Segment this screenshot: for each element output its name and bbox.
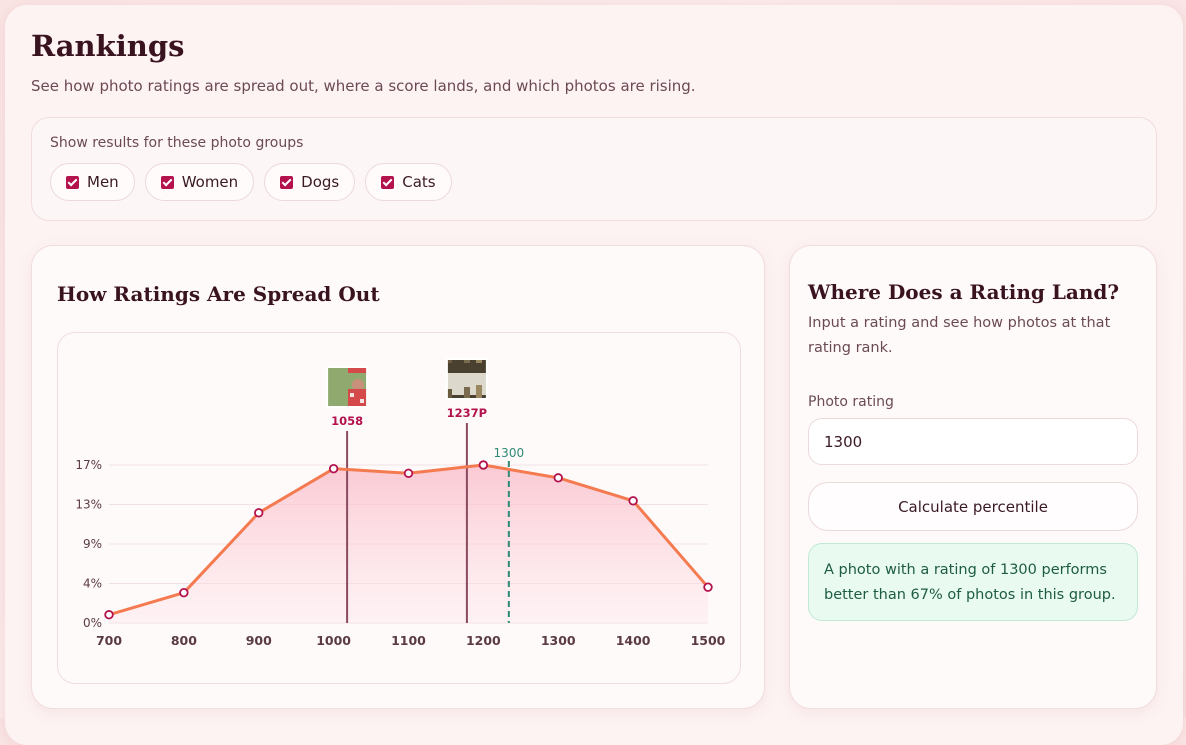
y-tick-label: 13%: [75, 498, 102, 512]
photo-marker-label: 1058: [331, 414, 363, 428]
calculate-percentile-button[interactable]: Calculate percentile: [808, 482, 1138, 531]
y-tick-label: 4%: [83, 577, 102, 591]
percentile-result-message: A photo with a rating of 1300 performs b…: [808, 543, 1138, 621]
photo-thumbnail-photo-woman-red-dress[interactable]: [326, 366, 369, 408]
data-point[interactable]: [104, 610, 114, 620]
filter-chip-label: Men: [87, 173, 119, 191]
filter-chip-label: Dogs: [301, 173, 340, 191]
y-tick-label: 9%: [83, 537, 102, 551]
distribution-plot-area: 0% 4% 9% 13% 17% 700 800 900 1000 1100 1200 1300 140…: [57, 332, 741, 684]
rating-input-label: Photo rating: [808, 394, 894, 410]
x-tick-label: 1500: [691, 633, 726, 648]
calculator-title: Where Does a Rating Land?: [808, 280, 1120, 304]
y-tick-label: 17%: [75, 458, 102, 472]
percentile-calculator-card: Where Does a Rating Land? Input a rating…: [789, 245, 1157, 709]
calculator-description: Input a rating and see how photos at tha…: [808, 315, 1111, 356]
page-container: Rankings See how photo ratings are sprea…: [5, 5, 1183, 745]
checkbox-checked-icon[interactable]: [66, 175, 79, 189]
data-point[interactable]: [478, 460, 489, 470]
photo-thumbnail-photo-outdoor-group[interactable]: [445, 358, 488, 400]
distribution-chart: 0% 4% 9% 13% 17% 700 800 900 1000 1100 1200 1300 140…: [75, 358, 726, 648]
filter-chip-cats[interactable]: Cats: [365, 163, 452, 201]
filter-chip-men[interactable]: Men: [50, 163, 135, 201]
x-tick-label: 1300: [541, 633, 576, 648]
data-point[interactable]: [254, 508, 264, 518]
x-tick-label: 900: [246, 633, 272, 648]
data-point[interactable]: [328, 463, 339, 474]
x-tick-label: 1000: [316, 633, 351, 648]
query-rating-label: 1300: [494, 446, 525, 460]
checkbox-checked-icon[interactable]: [160, 175, 174, 189]
checkbox-checked-icon[interactable]: [381, 175, 395, 189]
distribution-title: How Ratings Are Spread Out: [57, 282, 380, 306]
filter-chip-women[interactable]: Women: [144, 163, 255, 201]
filter-chip-label: Women: [181, 173, 239, 191]
checkbox-checked-icon[interactable]: [280, 175, 294, 189]
y-tick-label: 0%: [83, 616, 102, 630]
distribution-area: [109, 465, 708, 623]
filter-chip-label: Cats: [402, 173, 436, 191]
data-point[interactable]: [403, 468, 414, 478]
x-tick-label: 800: [171, 633, 197, 648]
x-tick-label: 700: [96, 633, 122, 648]
rating-input[interactable]: [808, 418, 1138, 465]
filter-label: Show results for these photo groups: [50, 135, 304, 151]
data-point[interactable]: [703, 582, 713, 592]
filter-chip-dogs[interactable]: Dogs: [264, 163, 356, 201]
data-point[interactable]: [628, 496, 638, 506]
photo-marker-label: 1237P: [447, 406, 487, 420]
page-title: Rankings: [31, 29, 185, 63]
data-point[interactable]: [179, 587, 189, 598]
page-subtitle: See how photo ratings are spread out, wh…: [31, 77, 696, 95]
distribution-card: How Ratings Are Spread Out: [31, 245, 765, 709]
data-point[interactable]: [553, 473, 563, 483]
x-tick-label: 1400: [616, 633, 651, 648]
filter-chips: Men Women Dogs Cats: [50, 163, 452, 201]
x-tick-label: 1100: [391, 633, 426, 648]
group-filter-panel: Show results for these photo groups Men …: [31, 117, 1157, 221]
x-tick-label: 1200: [466, 633, 501, 648]
